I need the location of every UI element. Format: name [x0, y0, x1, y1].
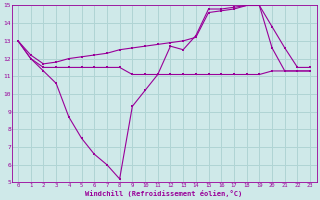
- X-axis label: Windchill (Refroidissement éolien,°C): Windchill (Refroidissement éolien,°C): [85, 190, 243, 197]
